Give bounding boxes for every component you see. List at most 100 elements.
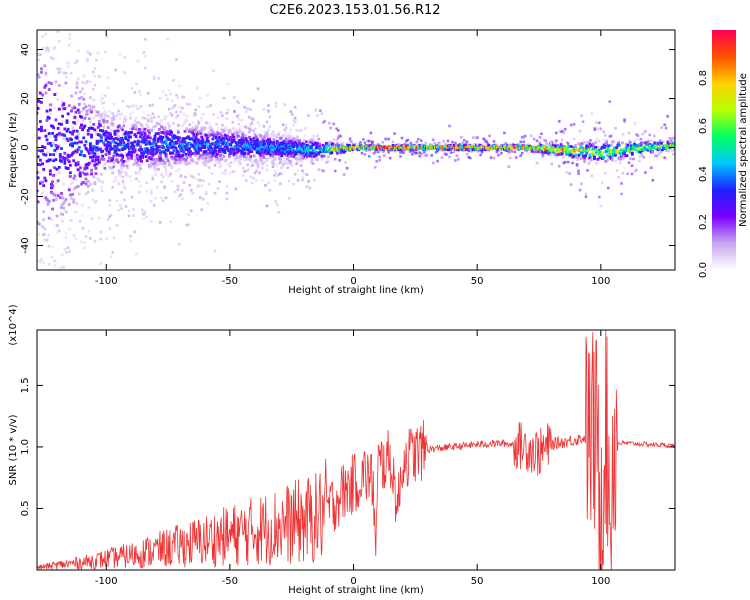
spectrogram-cell bbox=[42, 210, 46, 214]
spectrogram-cell bbox=[47, 116, 51, 120]
spectrogram-cell bbox=[599, 154, 603, 158]
spectrogram-cell bbox=[214, 150, 218, 153]
spectrogram-cell bbox=[181, 124, 184, 128]
spectrogram-cell bbox=[80, 150, 83, 154]
spectrogram-cell bbox=[43, 238, 46, 242]
spectrogram-cell bbox=[248, 148, 251, 152]
spectrogram-cell bbox=[301, 154, 305, 158]
spectrogram-cell bbox=[44, 153, 48, 157]
spectrogram-cell bbox=[182, 95, 186, 99]
spectrogram-cell bbox=[58, 153, 62, 156]
spectrogram-cell bbox=[81, 171, 85, 175]
spectrogram-cell bbox=[569, 183, 573, 186]
spectrogram-cell bbox=[83, 154, 87, 158]
spectrogram-cell bbox=[130, 195, 134, 199]
spectrogram-cell bbox=[201, 145, 205, 149]
spectrogram-cell bbox=[356, 142, 359, 146]
spectrogram-cell bbox=[63, 151, 67, 155]
spectrogram-cell bbox=[67, 203, 71, 206]
spectrogram-cell bbox=[292, 182, 295, 186]
spectrogram-cell bbox=[239, 157, 243, 160]
spectrogram-cell bbox=[135, 153, 139, 157]
spectrogram-cell bbox=[409, 148, 413, 151]
spectrogram-cell bbox=[120, 182, 123, 186]
spectrogram-cell bbox=[171, 140, 175, 144]
spectrogram-cell bbox=[642, 155, 646, 159]
spectrogram-cell bbox=[97, 160, 101, 164]
spectrogram-cell bbox=[595, 121, 598, 124]
spectrogram-cell bbox=[378, 159, 382, 162]
spectrogram-cell bbox=[96, 125, 100, 129]
spectrogram-cell bbox=[37, 70, 39, 74]
spectrogram-cell bbox=[252, 163, 255, 166]
spectrogram-cell bbox=[132, 104, 135, 108]
spectrogram-cell bbox=[514, 156, 518, 159]
spectrogram-cell bbox=[53, 107, 57, 110]
spectrogram-cell bbox=[573, 149, 576, 153]
spectrogram-cell bbox=[286, 166, 290, 170]
spectrogram-cell bbox=[419, 152, 423, 155]
spectrogram-cell bbox=[133, 133, 137, 137]
spectrogram-cell bbox=[191, 143, 195, 147]
spectrogram-cell bbox=[560, 147, 564, 151]
spectrogram-cell bbox=[102, 163, 106, 167]
spectrogram-cell bbox=[593, 155, 596, 159]
spectrogram-cell bbox=[642, 131, 646, 135]
spectrogram-cell bbox=[66, 167, 70, 170]
spectrogram-cell bbox=[84, 146, 88, 150]
spectrogram-cell bbox=[268, 115, 272, 119]
spectrogram-cell bbox=[192, 133, 196, 136]
spectrogram-cell bbox=[136, 155, 140, 159]
spectrogram-cell bbox=[66, 174, 70, 178]
spectrogram-cell bbox=[250, 164, 254, 167]
spectrogram-cell bbox=[96, 177, 100, 181]
spectrogram-cell bbox=[181, 197, 184, 201]
spectrogram-cell bbox=[105, 146, 109, 149]
spectrogram-cell bbox=[139, 167, 142, 170]
spectrogram-cell bbox=[203, 163, 206, 167]
spectrogram-cell bbox=[609, 157, 613, 160]
spectrogram-cell bbox=[82, 181, 86, 184]
spectrogram-cell bbox=[42, 233, 46, 237]
spectrogram-cell bbox=[553, 151, 556, 155]
spectrogram-cell bbox=[292, 119, 295, 122]
spectrogram-cell bbox=[489, 156, 493, 159]
spectrogram-cell bbox=[166, 151, 169, 155]
spectrogram-cell bbox=[208, 134, 211, 137]
spectrogram-cell bbox=[150, 119, 154, 123]
spectrogram-cell bbox=[535, 161, 539, 165]
spectrogram-cell bbox=[249, 108, 252, 111]
spectrogram-cell bbox=[77, 49, 80, 53]
spectrogram-cell bbox=[199, 148, 202, 152]
spectrogram-cell bbox=[253, 127, 257, 131]
spectrogram-cell bbox=[587, 162, 591, 165]
spectrogram-cell bbox=[559, 143, 563, 147]
spectrogram-cell bbox=[298, 138, 301, 141]
spectrogram-cell bbox=[652, 134, 656, 138]
spectrogram-cell bbox=[248, 157, 251, 161]
spectrogram-cell bbox=[301, 169, 304, 173]
spectrogram-cell bbox=[57, 143, 61, 147]
spectrogram-cell bbox=[153, 138, 157, 142]
spectrogram-cell bbox=[102, 158, 106, 161]
spectrogram-cell bbox=[560, 138, 564, 142]
spectrogram-cell bbox=[106, 218, 110, 221]
spectrogram-cell bbox=[41, 149, 44, 152]
spectrogram-cell bbox=[175, 110, 178, 114]
spectrogram-cell bbox=[228, 139, 232, 143]
spectrogram-cell bbox=[620, 141, 624, 145]
spectrogram-cell bbox=[173, 190, 177, 193]
spectrogram-cell bbox=[218, 180, 221, 184]
spectrogram-cell bbox=[285, 137, 289, 141]
spectrogram-cell bbox=[608, 100, 612, 103]
spectrogram-cell bbox=[605, 149, 609, 153]
spectrogram-cell bbox=[294, 150, 298, 154]
spectrogram-cell bbox=[206, 139, 210, 143]
spectrogram-cell bbox=[629, 157, 632, 160]
spectrogram-cell bbox=[210, 158, 214, 161]
spectrogram-cell bbox=[238, 128, 241, 132]
spectrogram-cell bbox=[201, 140, 205, 144]
spectrogram-cell bbox=[130, 123, 134, 127]
snr-y-tick-label: 0.5 bbox=[20, 501, 31, 517]
spectrogram-cell bbox=[623, 151, 626, 155]
